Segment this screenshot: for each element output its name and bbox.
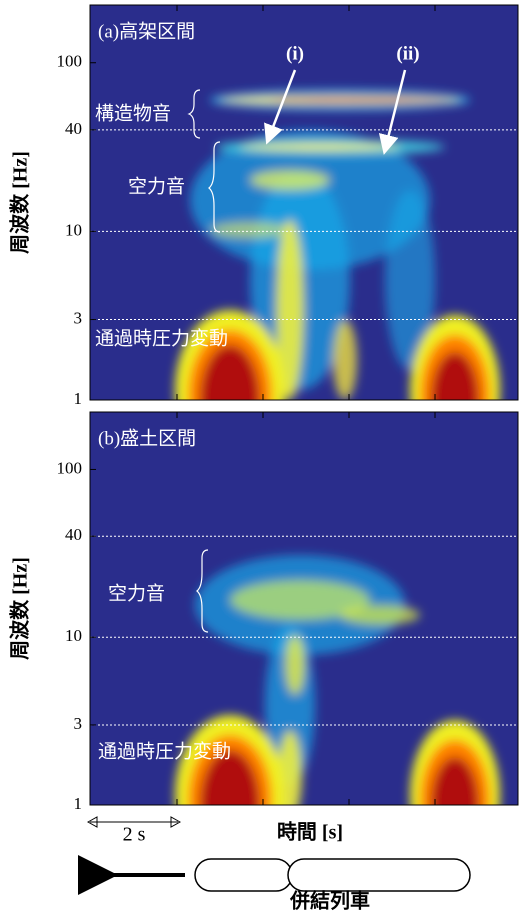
annotation: 通過時圧力変動 <box>98 740 231 762</box>
train-car <box>195 859 292 891</box>
y-tick-label: 100 <box>57 458 83 477</box>
y-axis-label: 周波数 [Hz] <box>8 151 32 254</box>
y-tick-label: 3 <box>74 308 83 327</box>
energy-blob <box>340 605 420 625</box>
annotation: 構造物音 <box>95 102 171 124</box>
y-tick-label: 40 <box>65 525 82 544</box>
energy-blob <box>270 98 450 102</box>
annotation: 空力音 <box>108 582 165 604</box>
energy-blob <box>333 320 357 400</box>
train-car <box>288 859 470 891</box>
y-tick-label: 1 <box>74 794 83 813</box>
y-tick-label: 10 <box>65 626 82 645</box>
annotation: 通過時圧力変動 <box>95 327 228 349</box>
y-tick-label: 1 <box>74 389 83 408</box>
energy-blob <box>240 144 400 150</box>
panel-title: (a)高架区間 <box>98 20 195 42</box>
y-tick-label: 40 <box>65 119 82 138</box>
annotation: (i) <box>286 43 304 64</box>
y-axis-label: 周波数 [Hz] <box>8 557 32 660</box>
energy-blob <box>285 635 305 695</box>
x-axis-label: 時間 [s] <box>277 820 343 844</box>
panel-title: (b)盛土区間 <box>98 427 196 449</box>
annotation: 空力音 <box>128 175 185 197</box>
page: {"chart_data": [ {"type": "spectrogram",… <box>0 0 520 911</box>
figure: 2 s 時間 [s] 併結列車 1 3 10 40 100 周波数 [Hz] (a)高架区間… <box>0 0 520 911</box>
energy-blob <box>210 222 290 238</box>
y-tick-label: 10 <box>65 220 82 239</box>
scale-label: 2 s <box>123 824 146 846</box>
train-label: 併結列車 <box>289 889 370 911</box>
energy-blob <box>250 170 330 190</box>
y-tick-label: 100 <box>57 52 83 71</box>
annotation: (ii) <box>396 43 419 64</box>
y-tick-label: 3 <box>74 714 83 733</box>
